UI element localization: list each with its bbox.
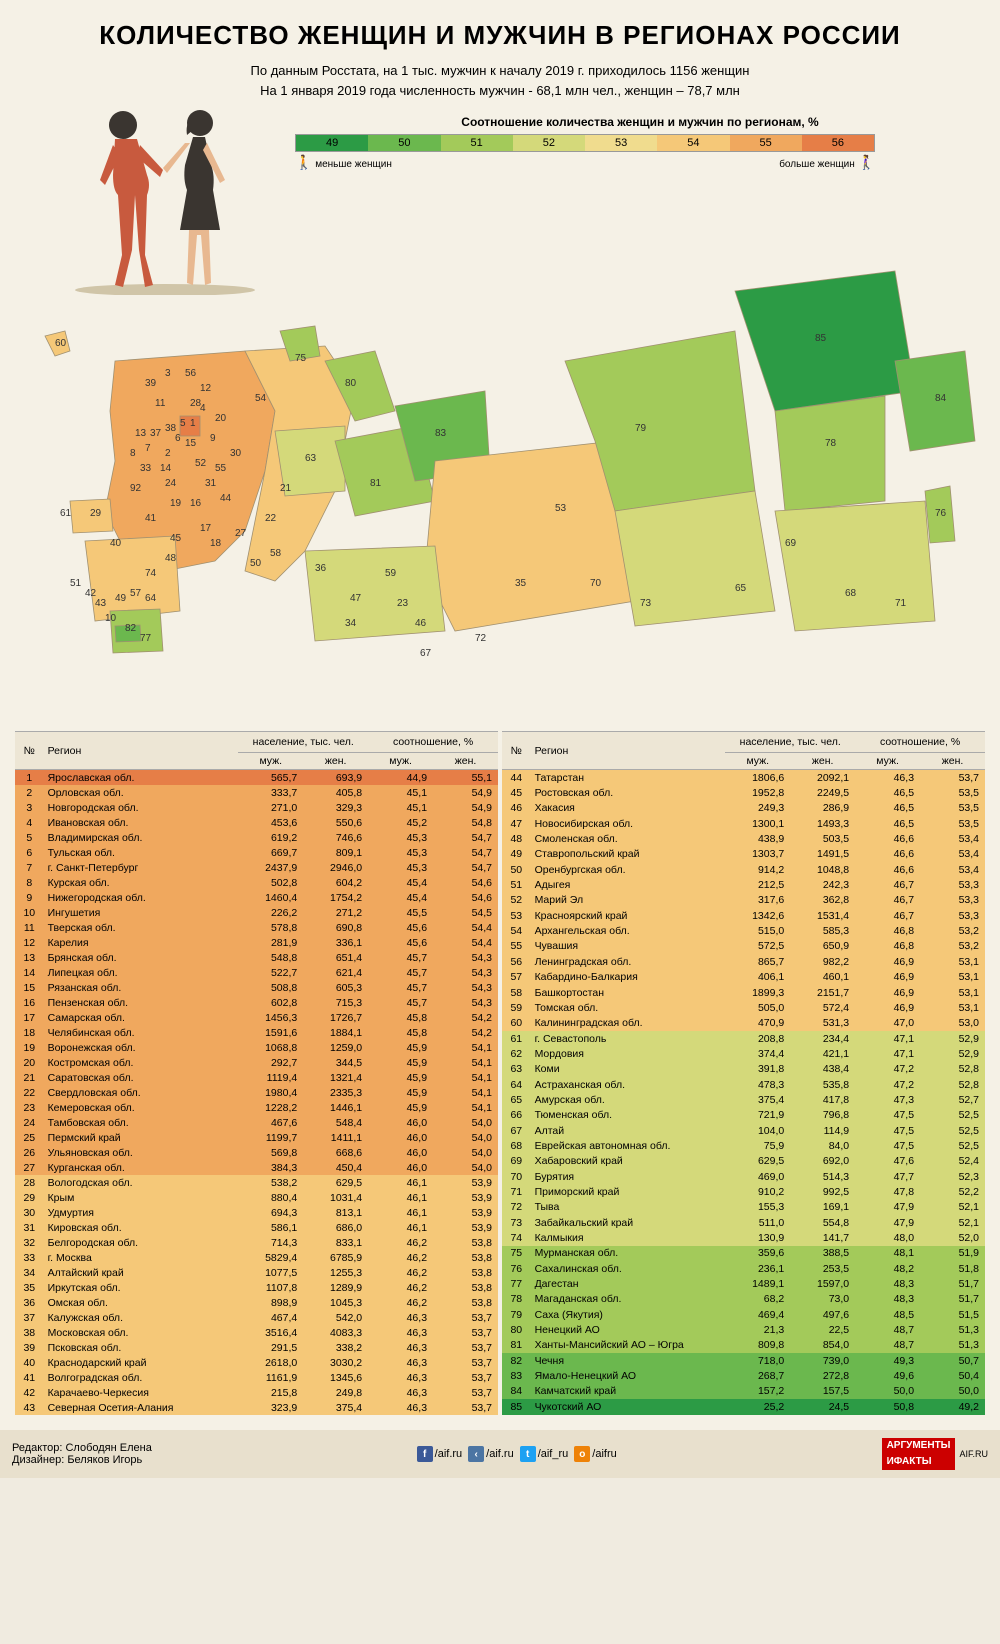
svg-text:45: 45 [170, 533, 182, 544]
svg-text:71: 71 [895, 598, 907, 609]
svg-text:40: 40 [110, 538, 122, 549]
data-tables: №Регионнаселение, тыс. чел.соотношение, … [15, 731, 985, 1415]
svg-text:19: 19 [170, 498, 182, 509]
svg-text:77: 77 [140, 633, 152, 644]
svg-text:60: 60 [55, 338, 67, 349]
svg-text:10: 10 [105, 613, 117, 624]
svg-text:85: 85 [815, 333, 827, 344]
svg-text:59: 59 [385, 568, 397, 579]
svg-text:61: 61 [60, 508, 72, 519]
footer: Редактор: Слободян Елена Дизайнер: Беляк… [0, 1430, 1000, 1478]
svg-text:65: 65 [735, 583, 747, 594]
svg-text:22: 22 [265, 513, 277, 524]
svg-text:29: 29 [90, 508, 102, 519]
svg-text:74: 74 [145, 568, 157, 579]
svg-text:4: 4 [200, 403, 206, 414]
svg-text:58: 58 [270, 548, 282, 559]
svg-text:67: 67 [420, 648, 432, 659]
svg-text:55: 55 [215, 463, 227, 474]
svg-text:17: 17 [200, 523, 212, 534]
svg-text:12: 12 [200, 383, 212, 394]
svg-text:13: 13 [135, 428, 147, 439]
svg-text:30: 30 [230, 448, 242, 459]
svg-text:1: 1 [190, 418, 196, 429]
svg-text:9: 9 [210, 433, 216, 444]
svg-text:16: 16 [190, 498, 202, 509]
svg-text:23: 23 [397, 598, 409, 609]
svg-text:69: 69 [785, 538, 797, 549]
svg-text:2: 2 [165, 448, 171, 459]
svg-text:64: 64 [145, 593, 157, 604]
svg-text:24: 24 [165, 478, 177, 489]
svg-text:20: 20 [215, 413, 227, 424]
svg-text:27: 27 [235, 528, 247, 539]
svg-text:6: 6 [175, 433, 181, 444]
svg-text:41: 41 [145, 513, 157, 524]
svg-text:82: 82 [125, 623, 137, 634]
svg-text:18: 18 [210, 538, 222, 549]
page-title: КОЛИЧЕСТВО ЖЕНЩИН И МУЖЧИН В РЕГИОНАХ РО… [15, 20, 985, 51]
svg-text:92: 92 [130, 483, 142, 494]
svg-text:37: 37 [150, 428, 162, 439]
svg-text:36: 36 [315, 563, 327, 574]
svg-text:5: 5 [180, 418, 186, 429]
svg-text:81: 81 [370, 478, 382, 489]
svg-text:84: 84 [935, 393, 947, 404]
svg-text:79: 79 [635, 423, 647, 434]
svg-text:3: 3 [165, 368, 171, 379]
svg-text:50: 50 [250, 558, 262, 569]
svg-text:8: 8 [130, 448, 136, 459]
svg-text:11: 11 [155, 398, 166, 409]
svg-text:75: 75 [295, 353, 307, 364]
svg-text:72: 72 [475, 633, 487, 644]
svg-text:68: 68 [845, 588, 857, 599]
svg-text:56: 56 [185, 368, 197, 379]
svg-text:80: 80 [345, 378, 357, 389]
color-legend: 4950515253545556 [295, 134, 875, 152]
svg-text:33: 33 [140, 463, 152, 474]
svg-text:43: 43 [95, 598, 107, 609]
svg-text:47: 47 [350, 593, 362, 604]
svg-text:52: 52 [195, 458, 207, 469]
svg-text:15: 15 [185, 438, 197, 449]
svg-text:70: 70 [590, 578, 602, 589]
svg-text:51: 51 [70, 578, 82, 589]
svg-text:76: 76 [935, 508, 947, 519]
svg-text:63: 63 [305, 453, 317, 464]
legend-labels: 🚶 меньше женщин больше женщин 🚶‍♀️ [295, 154, 875, 171]
russia-map: 6039356112875133738517826154201254808363… [15, 181, 985, 721]
legend-title: Соотношение количества женщин и мужчин п… [295, 115, 985, 129]
svg-text:83: 83 [435, 428, 447, 439]
svg-text:44: 44 [220, 493, 232, 504]
svg-text:14: 14 [160, 463, 172, 474]
svg-text:57: 57 [130, 588, 142, 599]
svg-text:78: 78 [825, 438, 837, 449]
svg-text:49: 49 [115, 593, 127, 604]
logo: АРГУМЕНТЫ ИФАКТЫ AIF.RU [882, 1438, 988, 1470]
svg-text:39: 39 [145, 378, 157, 389]
svg-text:48: 48 [165, 553, 177, 564]
svg-text:31: 31 [205, 478, 217, 489]
svg-text:73: 73 [640, 598, 652, 609]
svg-text:21: 21 [280, 483, 292, 494]
svg-text:54: 54 [255, 393, 267, 404]
svg-text:46: 46 [415, 618, 427, 629]
svg-text:34: 34 [345, 618, 357, 629]
svg-text:35: 35 [515, 578, 527, 589]
svg-text:7: 7 [145, 443, 151, 454]
svg-text:53: 53 [555, 503, 567, 514]
